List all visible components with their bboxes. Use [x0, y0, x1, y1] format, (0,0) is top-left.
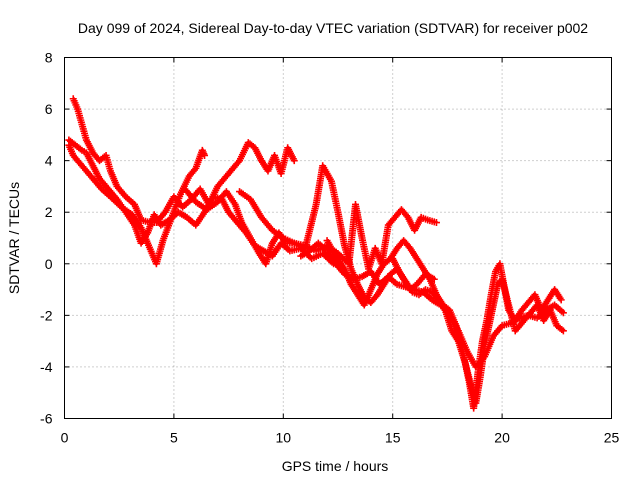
series-track-5 — [236, 188, 440, 273]
data-point — [559, 309, 567, 317]
series-track-7 — [389, 255, 567, 407]
y-tick-label: -4 — [40, 359, 53, 375]
y-axis-label: SDTVAR / TECUs — [6, 182, 22, 294]
data-point — [290, 157, 298, 165]
data-point — [201, 151, 209, 159]
x-tick-label: 5 — [170, 430, 178, 446]
x-tick-label: 10 — [276, 430, 292, 446]
y-tick-label: 8 — [45, 50, 53, 66]
y-tick-label: 0 — [45, 256, 53, 272]
x-tick-label: 25 — [604, 430, 620, 446]
data-marks — [65, 95, 567, 412]
data-point — [557, 296, 565, 304]
x-tick-label: 15 — [385, 430, 401, 446]
series-track-2 — [69, 95, 298, 227]
plot-frame — [64, 57, 612, 419]
series-track-6 — [323, 237, 565, 412]
axis-ticks: 0 5 10 15 20 25 -6 -4 -2 0 2 4 6 8 — [40, 50, 619, 446]
y-tick-label: -2 — [40, 307, 53, 323]
grid — [64, 57, 612, 419]
data-point — [432, 219, 440, 227]
x-tick-label: 0 — [61, 430, 69, 446]
y-tick-label: -6 — [40, 411, 53, 427]
y-tick-label: 2 — [45, 204, 53, 220]
data-point — [559, 327, 567, 335]
y-tick-label: 4 — [45, 153, 53, 169]
chart-title: Day 099 of 2024, Sidereal Day-to-day VTE… — [78, 20, 588, 36]
x-tick-label: 20 — [494, 430, 510, 446]
series-track-8 — [297, 239, 567, 371]
y-tick-label: 6 — [45, 101, 53, 117]
x-axis-label: GPS time / hours — [282, 458, 389, 474]
